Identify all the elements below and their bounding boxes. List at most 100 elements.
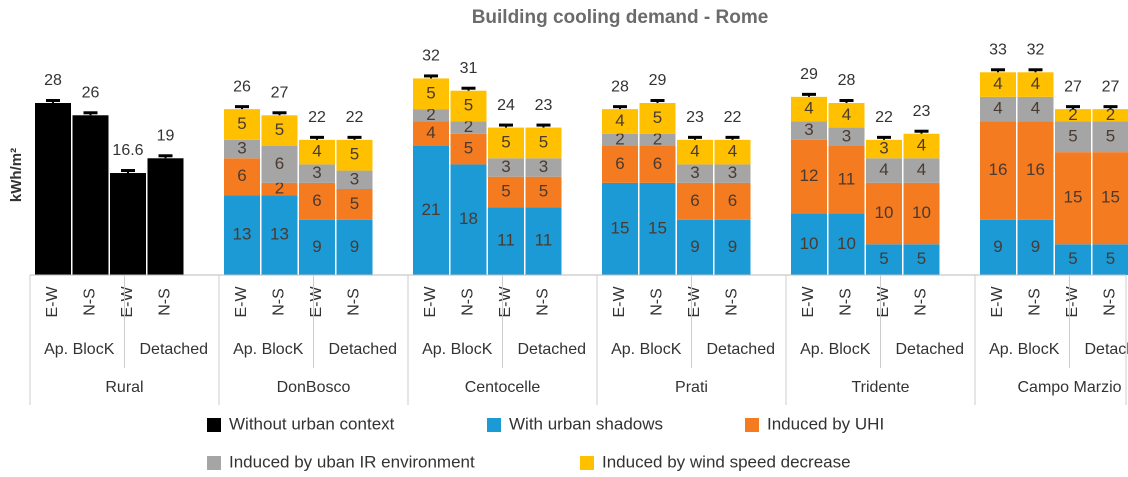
building-type-label: Detached xyxy=(329,341,398,358)
bar-segment xyxy=(866,182,902,245)
bar-segment xyxy=(639,146,676,183)
bar-segment xyxy=(413,146,449,275)
bar-segment xyxy=(261,146,298,183)
x-tick-label: N-S xyxy=(535,288,552,316)
segment-label: 5 xyxy=(879,249,888,268)
segment-label: 3 xyxy=(501,157,510,176)
error-cap xyxy=(46,99,60,102)
error-cap xyxy=(1028,68,1043,72)
bar-segment xyxy=(336,139,373,171)
error-cap xyxy=(158,154,173,158)
legend-label: Induced by UHI xyxy=(767,414,884,433)
x-tick-label: N-S xyxy=(913,288,930,316)
building-type-label: Detached xyxy=(707,341,776,358)
bar-segment xyxy=(1055,109,1091,122)
segment-label: 4 xyxy=(879,160,888,179)
segment-label: 21 xyxy=(422,200,441,219)
segment-label: 5 xyxy=(539,182,548,201)
total-label: 26 xyxy=(82,85,100,102)
legend-label: With urban shadows xyxy=(509,414,663,433)
bar-segment xyxy=(791,213,827,275)
segment-label: 10 xyxy=(912,203,931,222)
segment-label: 4 xyxy=(842,105,851,124)
bar-segment xyxy=(602,133,638,146)
error-cap xyxy=(688,135,702,139)
segment-label: 3 xyxy=(842,126,851,145)
bar-segment xyxy=(147,158,184,275)
bar-segment xyxy=(828,146,865,214)
bar-segment xyxy=(299,219,335,275)
x-tick-label: E-W xyxy=(800,286,817,318)
bar-segment xyxy=(677,182,713,220)
bar-segment xyxy=(639,103,676,134)
bar-segment xyxy=(1017,121,1054,220)
segment-label: 5 xyxy=(237,114,246,133)
x-tick-label: E-W xyxy=(233,286,250,318)
x-tick-label: E-W xyxy=(119,286,136,318)
total-label: 28 xyxy=(611,78,629,95)
bar-segment xyxy=(336,219,373,275)
bar-segment xyxy=(677,219,713,275)
district-label: DonBosco xyxy=(277,379,351,396)
error-cap xyxy=(499,123,513,127)
segment-label: 13 xyxy=(270,225,289,244)
bar-segment xyxy=(413,78,449,110)
bar-segment xyxy=(903,182,940,245)
segment-label: 4 xyxy=(993,99,1002,118)
error-cap xyxy=(1103,105,1118,109)
legend-label: Induced by uban IR environment xyxy=(229,452,475,471)
bar-segment xyxy=(714,164,751,183)
bar-segment xyxy=(828,103,865,128)
x-tick-label: N-S xyxy=(649,288,666,316)
building-type-label: Ap. BlocK xyxy=(800,341,871,358)
segment-label: 10 xyxy=(875,203,894,222)
total-label: 28 xyxy=(838,72,856,89)
bar-segment xyxy=(450,133,487,165)
bar-segment xyxy=(980,219,1016,275)
segment-label: 5 xyxy=(350,194,359,213)
bar-segment xyxy=(980,72,1016,97)
bar-segment xyxy=(980,96,1016,122)
x-tick-label: E-W xyxy=(44,286,61,318)
bar-segment xyxy=(413,109,449,122)
segment-label: 5 xyxy=(539,132,548,151)
bar-segment xyxy=(1055,244,1091,275)
building-type-label: Detached xyxy=(1085,341,1128,358)
bar-segment xyxy=(299,164,335,183)
legend-swatch xyxy=(207,456,221,470)
total-label: 22 xyxy=(875,109,893,126)
x-tick-label: N-S xyxy=(157,288,174,316)
total-label: 23 xyxy=(913,103,931,120)
segment-label: 3 xyxy=(879,139,888,158)
total-label: 26 xyxy=(233,78,251,95)
segment-label: 3 xyxy=(728,163,737,182)
segment-label: 6 xyxy=(653,154,662,173)
x-tick-label: E-W xyxy=(989,286,1006,318)
bar-segment xyxy=(903,244,940,275)
x-tick-label: N-S xyxy=(82,288,99,316)
total-label: 32 xyxy=(422,48,440,65)
bar-segment xyxy=(450,90,487,122)
error-cap xyxy=(461,86,476,90)
bar-segment xyxy=(866,139,902,159)
bar-segment xyxy=(525,207,562,275)
segment-label: 15 xyxy=(1064,188,1083,207)
district-label: Rural xyxy=(105,379,143,396)
total-label: 23 xyxy=(535,97,553,114)
segment-label: 6 xyxy=(312,191,321,210)
bar-segment xyxy=(450,164,487,275)
bar-segment xyxy=(72,115,109,276)
building-type-label: Ap. BlocK xyxy=(44,341,115,358)
error-cap xyxy=(536,123,551,127)
segment-label: 5 xyxy=(1068,126,1077,145)
building-type-label: Ap. BlocK xyxy=(422,341,493,358)
segment-label: 9 xyxy=(993,237,1002,256)
building-type-label: Detached xyxy=(140,341,209,358)
bar-segment xyxy=(791,139,827,214)
segment-label: 6 xyxy=(728,191,737,210)
segment-label: 2 xyxy=(653,129,662,148)
total-label: 23 xyxy=(686,109,704,126)
district-label: Centocelle xyxy=(465,379,541,396)
total-label: 29 xyxy=(649,72,667,89)
total-label: 27 xyxy=(271,85,289,102)
